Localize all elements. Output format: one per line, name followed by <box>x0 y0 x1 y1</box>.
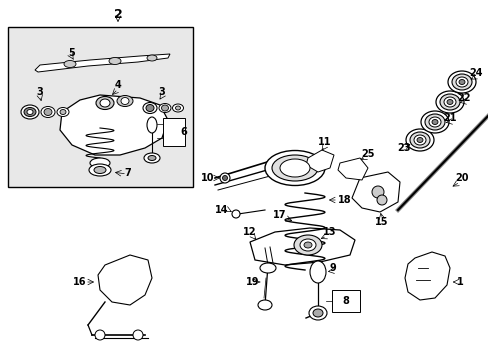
Ellipse shape <box>293 235 321 255</box>
Ellipse shape <box>21 105 39 119</box>
Ellipse shape <box>142 103 157 113</box>
Ellipse shape <box>57 108 69 117</box>
Ellipse shape <box>428 117 440 127</box>
Circle shape <box>231 210 240 218</box>
Polygon shape <box>249 228 354 265</box>
Text: 15: 15 <box>374 217 388 227</box>
Text: 10: 10 <box>201 173 214 183</box>
Bar <box>8 27 193 187</box>
Ellipse shape <box>409 132 429 148</box>
Text: 19: 19 <box>246 277 259 287</box>
Ellipse shape <box>435 91 463 113</box>
Circle shape <box>95 330 105 340</box>
Text: 12: 12 <box>243 227 256 237</box>
Ellipse shape <box>27 109 33 114</box>
Text: 25: 25 <box>361 149 374 159</box>
Ellipse shape <box>161 105 168 111</box>
Ellipse shape <box>109 58 121 64</box>
Text: 17: 17 <box>273 210 286 220</box>
Text: 5: 5 <box>68 48 75 58</box>
Text: 3: 3 <box>37 87 43 97</box>
Text: 11: 11 <box>318 137 331 147</box>
Ellipse shape <box>159 104 171 113</box>
Text: 23: 23 <box>396 143 410 153</box>
Ellipse shape <box>258 300 271 310</box>
Ellipse shape <box>146 104 154 112</box>
Ellipse shape <box>121 98 129 104</box>
Ellipse shape <box>147 117 157 133</box>
Ellipse shape <box>420 111 448 133</box>
Text: 14: 14 <box>215 205 228 215</box>
Bar <box>163 118 184 146</box>
Bar <box>331 290 359 312</box>
Circle shape <box>220 173 229 183</box>
Ellipse shape <box>44 108 52 116</box>
Ellipse shape <box>447 71 475 93</box>
Ellipse shape <box>413 135 425 145</box>
Circle shape <box>376 195 386 205</box>
Ellipse shape <box>94 166 106 174</box>
Text: 2: 2 <box>113 8 122 21</box>
Ellipse shape <box>148 156 156 161</box>
Ellipse shape <box>64 60 76 68</box>
Ellipse shape <box>100 99 110 107</box>
Ellipse shape <box>312 309 323 317</box>
Ellipse shape <box>147 55 157 61</box>
Ellipse shape <box>304 242 311 248</box>
Text: 18: 18 <box>338 195 351 205</box>
Circle shape <box>133 330 142 340</box>
Text: 4: 4 <box>114 80 121 90</box>
Ellipse shape <box>89 164 111 176</box>
Circle shape <box>371 186 383 198</box>
Text: 6: 6 <box>180 127 187 137</box>
Circle shape <box>222 176 227 180</box>
Text: 3: 3 <box>158 87 165 97</box>
Ellipse shape <box>446 99 452 104</box>
Ellipse shape <box>172 104 183 112</box>
Ellipse shape <box>309 261 325 283</box>
Ellipse shape <box>280 159 309 177</box>
Ellipse shape <box>451 74 471 90</box>
Text: 21: 21 <box>442 113 456 123</box>
Ellipse shape <box>117 95 133 107</box>
Ellipse shape <box>439 94 459 110</box>
Polygon shape <box>337 158 367 180</box>
Ellipse shape <box>455 77 467 87</box>
Text: 13: 13 <box>323 227 336 237</box>
Text: 22: 22 <box>456 93 470 103</box>
Ellipse shape <box>458 80 464 85</box>
Polygon shape <box>35 54 170 72</box>
Ellipse shape <box>443 97 455 107</box>
Ellipse shape <box>424 114 444 130</box>
Text: 20: 20 <box>454 173 468 183</box>
Text: 9: 9 <box>329 263 336 273</box>
Polygon shape <box>305 150 333 172</box>
Ellipse shape <box>41 107 55 117</box>
Ellipse shape <box>405 129 433 151</box>
Ellipse shape <box>299 239 315 251</box>
Polygon shape <box>98 255 152 305</box>
Text: 24: 24 <box>468 68 482 78</box>
Ellipse shape <box>264 150 325 185</box>
Polygon shape <box>60 95 168 155</box>
Polygon shape <box>351 172 399 212</box>
Text: 7: 7 <box>124 168 131 178</box>
Ellipse shape <box>24 108 36 117</box>
Polygon shape <box>404 252 449 300</box>
Text: 1: 1 <box>456 277 463 287</box>
Ellipse shape <box>260 263 275 273</box>
Ellipse shape <box>308 306 326 320</box>
Ellipse shape <box>90 158 110 168</box>
Ellipse shape <box>271 155 317 181</box>
Ellipse shape <box>431 120 437 125</box>
Ellipse shape <box>175 106 180 110</box>
Ellipse shape <box>60 109 66 114</box>
Ellipse shape <box>143 153 160 163</box>
Ellipse shape <box>96 96 114 109</box>
Text: 16: 16 <box>73 277 86 287</box>
Text: 8: 8 <box>342 296 349 306</box>
Ellipse shape <box>416 138 422 143</box>
